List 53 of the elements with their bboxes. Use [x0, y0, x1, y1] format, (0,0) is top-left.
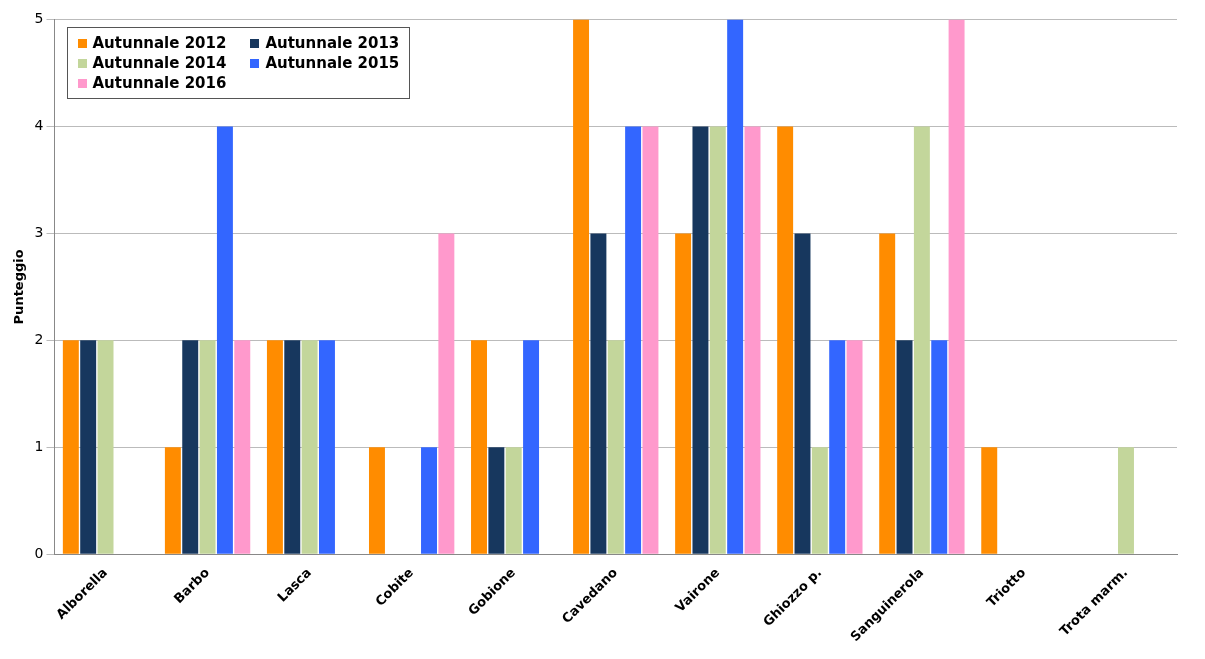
- bar: [675, 233, 692, 554]
- bar: [421, 447, 437, 554]
- bar: [709, 126, 726, 554]
- bar: [266, 340, 283, 554]
- bar: [794, 233, 811, 554]
- bar: [234, 340, 251, 554]
- bar: [216, 126, 233, 554]
- bar: [829, 340, 846, 554]
- bar: [199, 340, 216, 554]
- bar: [523, 340, 540, 554]
- legend-label: Autunnale 2015: [265, 54, 400, 73]
- bar: [913, 126, 930, 554]
- bar: [948, 19, 965, 554]
- bar: [811, 447, 828, 554]
- legend-label: Autunnale 2014: [92, 54, 227, 73]
- bar: [488, 447, 505, 554]
- bar: [471, 340, 487, 554]
- bar: [62, 340, 79, 554]
- bar: [896, 340, 913, 554]
- bar: [505, 447, 522, 554]
- bar: [879, 233, 896, 554]
- bar: [642, 126, 659, 554]
- bar: [607, 340, 624, 554]
- bar: [744, 126, 761, 554]
- bar: [981, 447, 998, 554]
- legend-label: Autunnale 2012: [92, 34, 227, 53]
- y-axis-title: Punteggio: [11, 249, 27, 325]
- y-tick-label: 4: [34, 117, 44, 134]
- bar: [692, 126, 709, 554]
- bar: [97, 340, 114, 554]
- y-tick-label: 5: [34, 10, 44, 27]
- legend-label: Autunnale 2016: [92, 74, 227, 93]
- bar: [931, 340, 948, 554]
- y-tick-label: 2: [34, 331, 44, 348]
- bar: [80, 340, 97, 554]
- y-tick-label: 1: [34, 438, 44, 454]
- bar: [182, 340, 199, 554]
- bar: [438, 233, 455, 554]
- legend-label: Autunnale 2013: [265, 34, 400, 53]
- y-tick-label: 3: [34, 224, 44, 241]
- bar: [164, 447, 181, 554]
- bar: [777, 126, 794, 554]
- bar: [368, 447, 385, 554]
- bar: [1118, 447, 1134, 554]
- y-tick-label: 0: [34, 544, 44, 561]
- bar: [284, 340, 301, 554]
- bar: [318, 340, 335, 554]
- bar: [590, 233, 607, 554]
- bar: [625, 126, 642, 554]
- bar: [727, 19, 744, 554]
- bar: [573, 19, 590, 554]
- bar: [846, 340, 863, 554]
- bar: [301, 340, 318, 554]
